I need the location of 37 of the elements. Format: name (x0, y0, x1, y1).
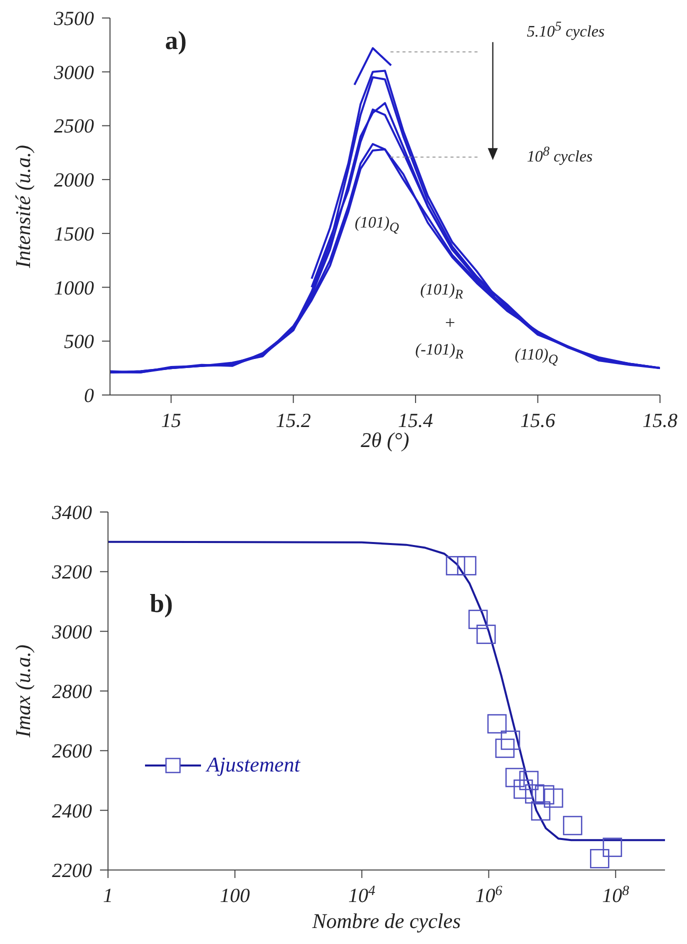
y-tick-label: 0 (84, 385, 94, 407)
y-axis-title: Intensité (u.a.) (11, 144, 35, 270)
y-axis-title: Imax (u.a.) (11, 644, 35, 738)
annotation: 5.10$^{5}$ cycles (526, 18, 605, 42)
x-tick-label: 15.8 (642, 410, 678, 432)
y-tick-label: 3400 (51, 502, 92, 524)
y-tick-label: 3500 (53, 8, 94, 30)
annotation: b) (150, 589, 173, 620)
y-tick-label: 3000 (53, 62, 94, 84)
annotation: (101)$_{R}$ (420, 281, 463, 303)
y-tick-label: 1500 (54, 223, 94, 246)
y-tick-label: 3000 (51, 621, 92, 644)
x-tick-label: 1 (103, 885, 113, 907)
annotation: 10$^{8}$ cycles (526, 143, 593, 167)
x-tick-label: 15 (161, 410, 182, 432)
x-tick-label: 100 (220, 885, 250, 907)
annotation: (-101)$_{R}$ (415, 341, 464, 363)
y-tick-label: 500 (64, 331, 94, 354)
annotation: + (444, 312, 456, 334)
annotation: (101)$_{Q}$ (354, 214, 400, 236)
y-tick-label: 2200 (52, 860, 92, 882)
y-tick-label: 1000 (54, 277, 94, 300)
y-tick-label: 2500 (54, 116, 94, 138)
x-tick-label: 10$^{8}$ (602, 884, 630, 907)
x-tick-label: 15.2 (276, 410, 311, 432)
y-tick-label: 2400 (52, 800, 92, 822)
annotation: (110)$_{Q}$ (514, 346, 558, 368)
x-tick-label: 15.6 (520, 410, 556, 432)
legend-label: Ajustement (206, 752, 300, 778)
x-axis-title: Nombre de cycles (311, 909, 461, 933)
y-tick-label: 2800 (52, 681, 92, 703)
annotation: a) (165, 26, 187, 56)
y-tick-label: 3200 (51, 562, 92, 584)
x-tick-label: 10$^{4}$ (348, 884, 376, 907)
y-tick-label: 2000 (54, 170, 94, 192)
x-tick-label: 10$^{6}$ (475, 884, 502, 907)
y-tick-label: 2600 (52, 740, 92, 763)
